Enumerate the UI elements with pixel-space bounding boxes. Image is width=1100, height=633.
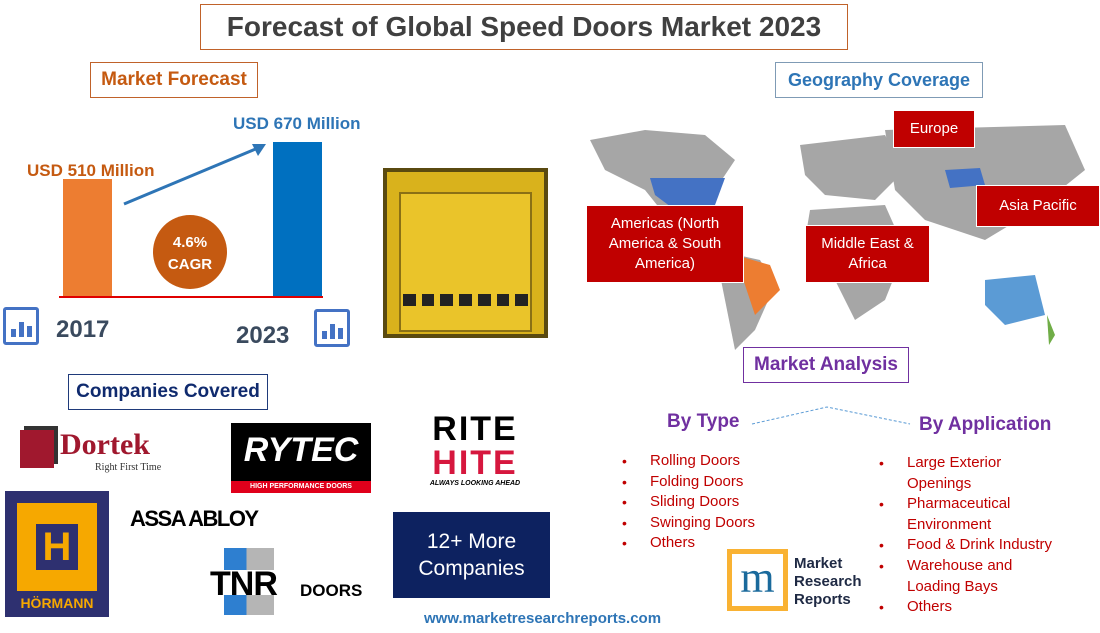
start-value-label: USD 510 Million [27, 161, 155, 180]
year-start: 2017 [56, 316, 110, 343]
region-americas: Americas (North America & South America) [586, 205, 744, 283]
growth-arrow-icon [123, 144, 266, 206]
tnr-doors-logo: TNR DOORS [210, 545, 380, 617]
dortek-logo-mark [20, 430, 54, 468]
page-title: Forecast of Global Speed Doors Market 20… [200, 4, 848, 50]
end-value-label: USD 670 Million [233, 114, 361, 133]
tnr-text: TNR [210, 565, 278, 603]
rite-text: RITE [432, 410, 518, 448]
mrr-logo-text: Market Research Reports [794, 555, 862, 608]
cagr-label: CAGR [167, 256, 213, 273]
region-europe: Europe [893, 110, 975, 148]
region-middle-east-africa: Middle East & Africa [805, 225, 930, 283]
doors-text: DOORS [300, 581, 363, 600]
bar-chart-icon [3, 307, 39, 345]
region-asia-pacific: Asia Pacific [976, 185, 1100, 227]
year-end: 2023 [236, 322, 290, 349]
rytec-logo: RYTEC HIGH PERFORMANCE DOORS [231, 423, 371, 493]
list-item: Food & Drink Industry [879, 535, 1064, 556]
bar-2023 [273, 142, 322, 296]
list-item: Swinging Doors [622, 513, 792, 534]
companies-heading: Companies Covered [68, 374, 268, 410]
list-item: Rolling Doors [622, 451, 792, 472]
dortek-logo: Dortek [60, 428, 150, 461]
cagr-badge: 4.6% CAGR [153, 215, 227, 289]
rite-hite-logo: RITE HITE ALWAYS LOOKING AHEAD [420, 412, 530, 487]
rytec-text: RYTEC [243, 431, 359, 469]
market-analysis-heading: Market Analysis [743, 347, 909, 383]
connector-line [751, 406, 911, 425]
list-item: Folding Doors [622, 472, 792, 493]
type-list: Rolling Doors Folding Doors Sliding Door… [622, 451, 792, 554]
list-item: Large Exterior Openings [879, 453, 1064, 494]
bar-chart-icon [314, 309, 350, 347]
hormann-logo: H HÖRMANN [5, 491, 109, 617]
speed-door-image [383, 168, 548, 338]
list-item: Others [879, 597, 1064, 618]
list-item: Warehouse and Loading Bays [879, 556, 1064, 597]
cagr-value: 4.6% [172, 234, 208, 251]
dortek-tagline: Right First Time [95, 462, 162, 473]
list-item: Pharmaceutical Environment [879, 494, 1064, 535]
hite-text: HITE [432, 444, 518, 482]
mrr-logo-mark: m [727, 549, 788, 611]
assa-abloy-logo: ASSA ABLOY [130, 506, 259, 531]
hormann-text: HÖRMANN [20, 595, 94, 611]
list-item: Sliding Doors [622, 492, 792, 513]
more-companies-box: 12+ More Companies [393, 512, 550, 598]
market-forecast-heading: Market Forecast [90, 62, 258, 98]
by-application-heading: By Application [919, 414, 1052, 435]
bar-2017 [63, 178, 112, 296]
geography-heading: Geography Coverage [775, 62, 983, 98]
rytec-tagline: HIGH PERFORMANCE DOORS [231, 481, 371, 493]
website-link[interactable]: www.marketresearchreports.com [424, 610, 662, 627]
rite-hite-tagline: ALWAYS LOOKING AHEAD [429, 480, 521, 487]
application-list: Large Exterior Openings Pharmaceutical E… [879, 453, 1064, 618]
by-type-heading: By Type [667, 411, 740, 432]
baseline [59, 296, 323, 298]
list-item: Others [622, 533, 792, 554]
